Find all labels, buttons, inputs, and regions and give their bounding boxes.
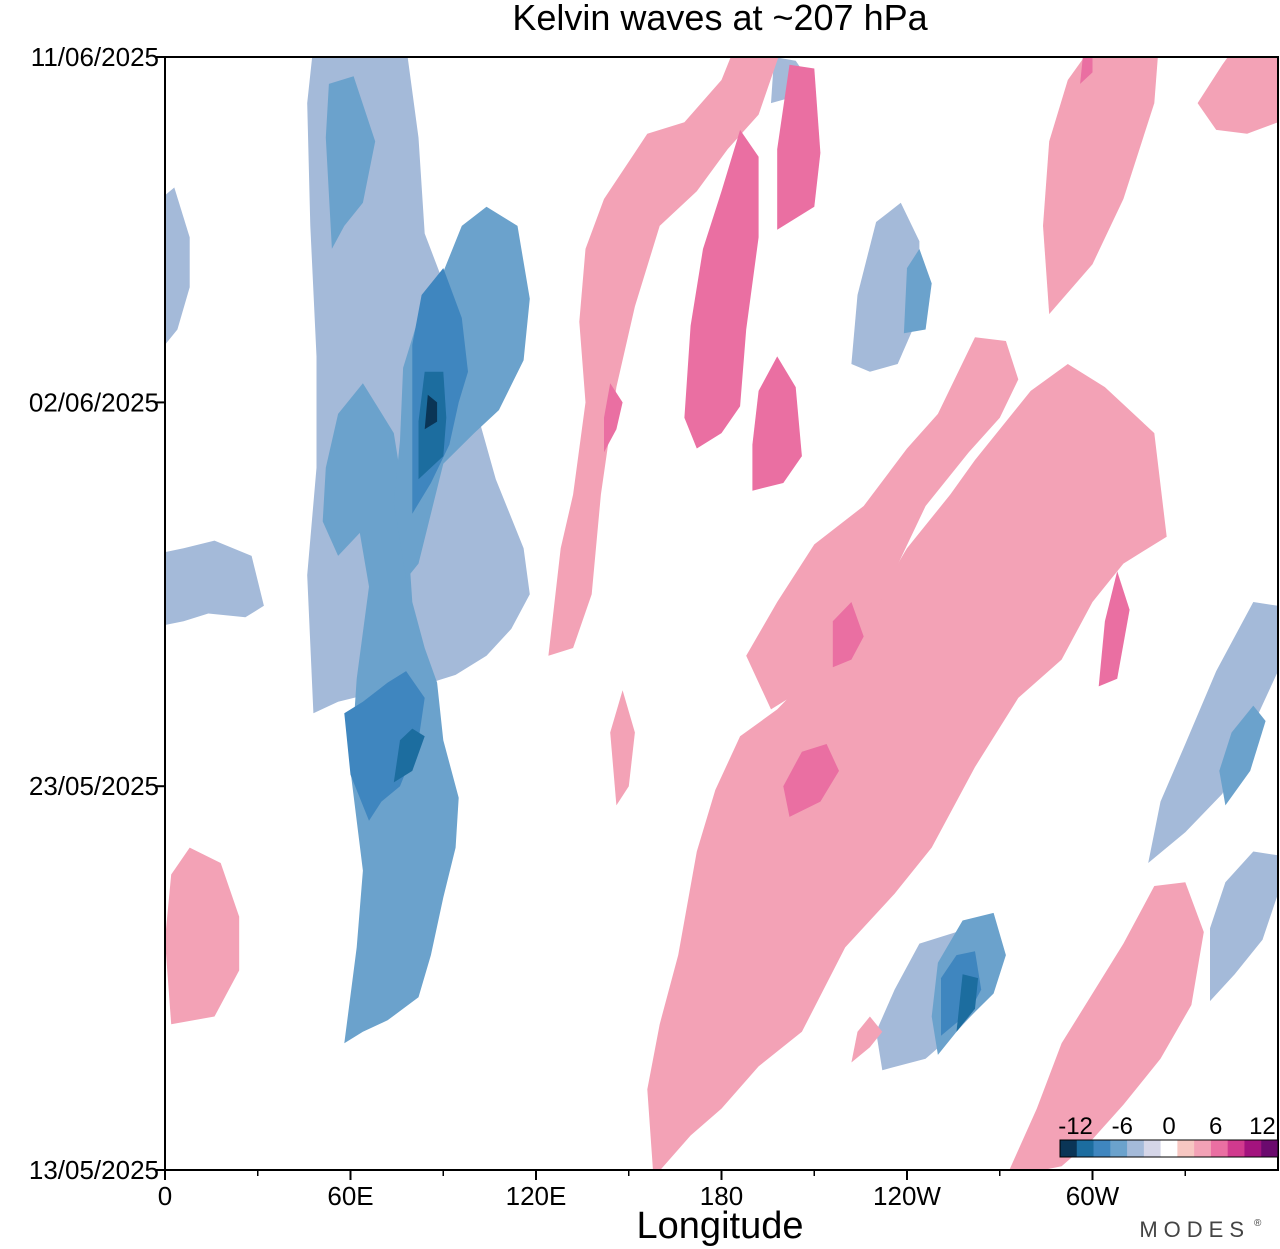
colorbar-swatch-11 — [1244, 1140, 1262, 1157]
contour-region-35 — [783, 744, 839, 817]
x-tick-label-4: 120W — [873, 1181, 941, 1211]
colorbar-swatch-0 — [1060, 1140, 1078, 1157]
contour-region-29 — [1197, 57, 1278, 134]
contour-regions — [165, 57, 1278, 1170]
x-tick-label-0: 0 — [158, 1181, 172, 1211]
contour-region-18 — [393, 728, 425, 783]
y-axis: 11/06/2025 02/06/2025 23/05/2025 13/05/2025 — [29, 42, 165, 1185]
colorbar-swatch-10 — [1227, 1140, 1245, 1157]
contour-region-22 — [548, 57, 779, 656]
contour-region-34 — [832, 602, 864, 668]
y-tick-label-0: 11/06/2025 — [31, 42, 159, 72]
colorbar-swatch-7 — [1177, 1140, 1195, 1157]
x-tick-label-5: 60W — [1066, 1181, 1120, 1211]
colorbar-label-4: 12 — [1249, 1113, 1276, 1140]
x-axis: 0 60E 120E 180 120W 60W — [158, 1170, 1186, 1211]
colorbar-swatch-1 — [1076, 1140, 1094, 1157]
colorbar-label-0: -12 — [1058, 1113, 1093, 1140]
chart-title: Kelvin waves at ~207 hPa — [512, 0, 928, 38]
y-tick-label-1: 02/06/2025 — [29, 387, 159, 417]
colorbar-swatch-12 — [1261, 1140, 1279, 1157]
contour-region-30 — [851, 1016, 883, 1063]
brand-logo: MODES — [1139, 1217, 1250, 1242]
contour-region-19 — [418, 371, 447, 480]
contour-region-15 — [344, 671, 425, 821]
brand-registered-mark: ® — [1254, 1218, 1262, 1229]
contour-region-26 — [165, 847, 240, 1025]
y-tick-label-2: 23/05/2025 — [29, 771, 159, 801]
colorbar-swatch-3 — [1110, 1140, 1128, 1157]
contour-region-2 — [165, 187, 190, 345]
contour-region-7 — [1210, 851, 1278, 1002]
colorbar-swatch-2 — [1093, 1140, 1111, 1157]
x-tick-label-1: 60E — [327, 1181, 373, 1211]
x-axis-label: Longitude — [637, 1205, 804, 1247]
contour-region-24 — [746, 337, 1019, 710]
contour-region-38 — [1080, 57, 1093, 84]
contour-region-6 — [1148, 602, 1278, 863]
contour-region-20 — [956, 974, 979, 1032]
colorbar-label-3: 6 — [1209, 1113, 1222, 1140]
contour-region-33 — [752, 356, 802, 491]
y-tick-label-3: 13/05/2025 — [29, 1155, 159, 1185]
contour-region-28 — [1043, 57, 1158, 315]
contour-region-13 — [1219, 705, 1266, 806]
colorbar-label-1: -6 — [1112, 1113, 1133, 1140]
contour-region-11 — [325, 76, 376, 249]
x-tick-label-3: 180 — [700, 1181, 743, 1211]
contour-region-3 — [851, 202, 920, 372]
contour-region-21 — [424, 394, 438, 430]
contour-region-31 — [684, 129, 759, 449]
contour-region-37 — [604, 383, 623, 453]
colorbar-swatch-4 — [1127, 1140, 1145, 1157]
colorbar-swatch-6 — [1160, 1140, 1178, 1157]
contour-region-1 — [165, 540, 264, 625]
contour-region-14 — [903, 248, 932, 334]
contour-region-36 — [1098, 571, 1130, 687]
contour-region-32 — [777, 64, 821, 230]
colorbar-swatch-5 — [1143, 1140, 1162, 1157]
colorbar-swatch-8 — [1194, 1140, 1212, 1157]
x-tick-label-2: 120E — [506, 1181, 567, 1211]
colorbar-frame — [1059, 1139, 1279, 1158]
contour-region-23 — [647, 364, 1167, 1170]
colorbar-swatch-9 — [1210, 1140, 1229, 1157]
contour-region-27 — [1009, 882, 1204, 1170]
colorbar-label-2: 0 — [1162, 1113, 1175, 1140]
colorbar: -12 -6 0 6 12 — [1058, 1113, 1279, 1158]
contour-region-25 — [610, 690, 635, 806]
